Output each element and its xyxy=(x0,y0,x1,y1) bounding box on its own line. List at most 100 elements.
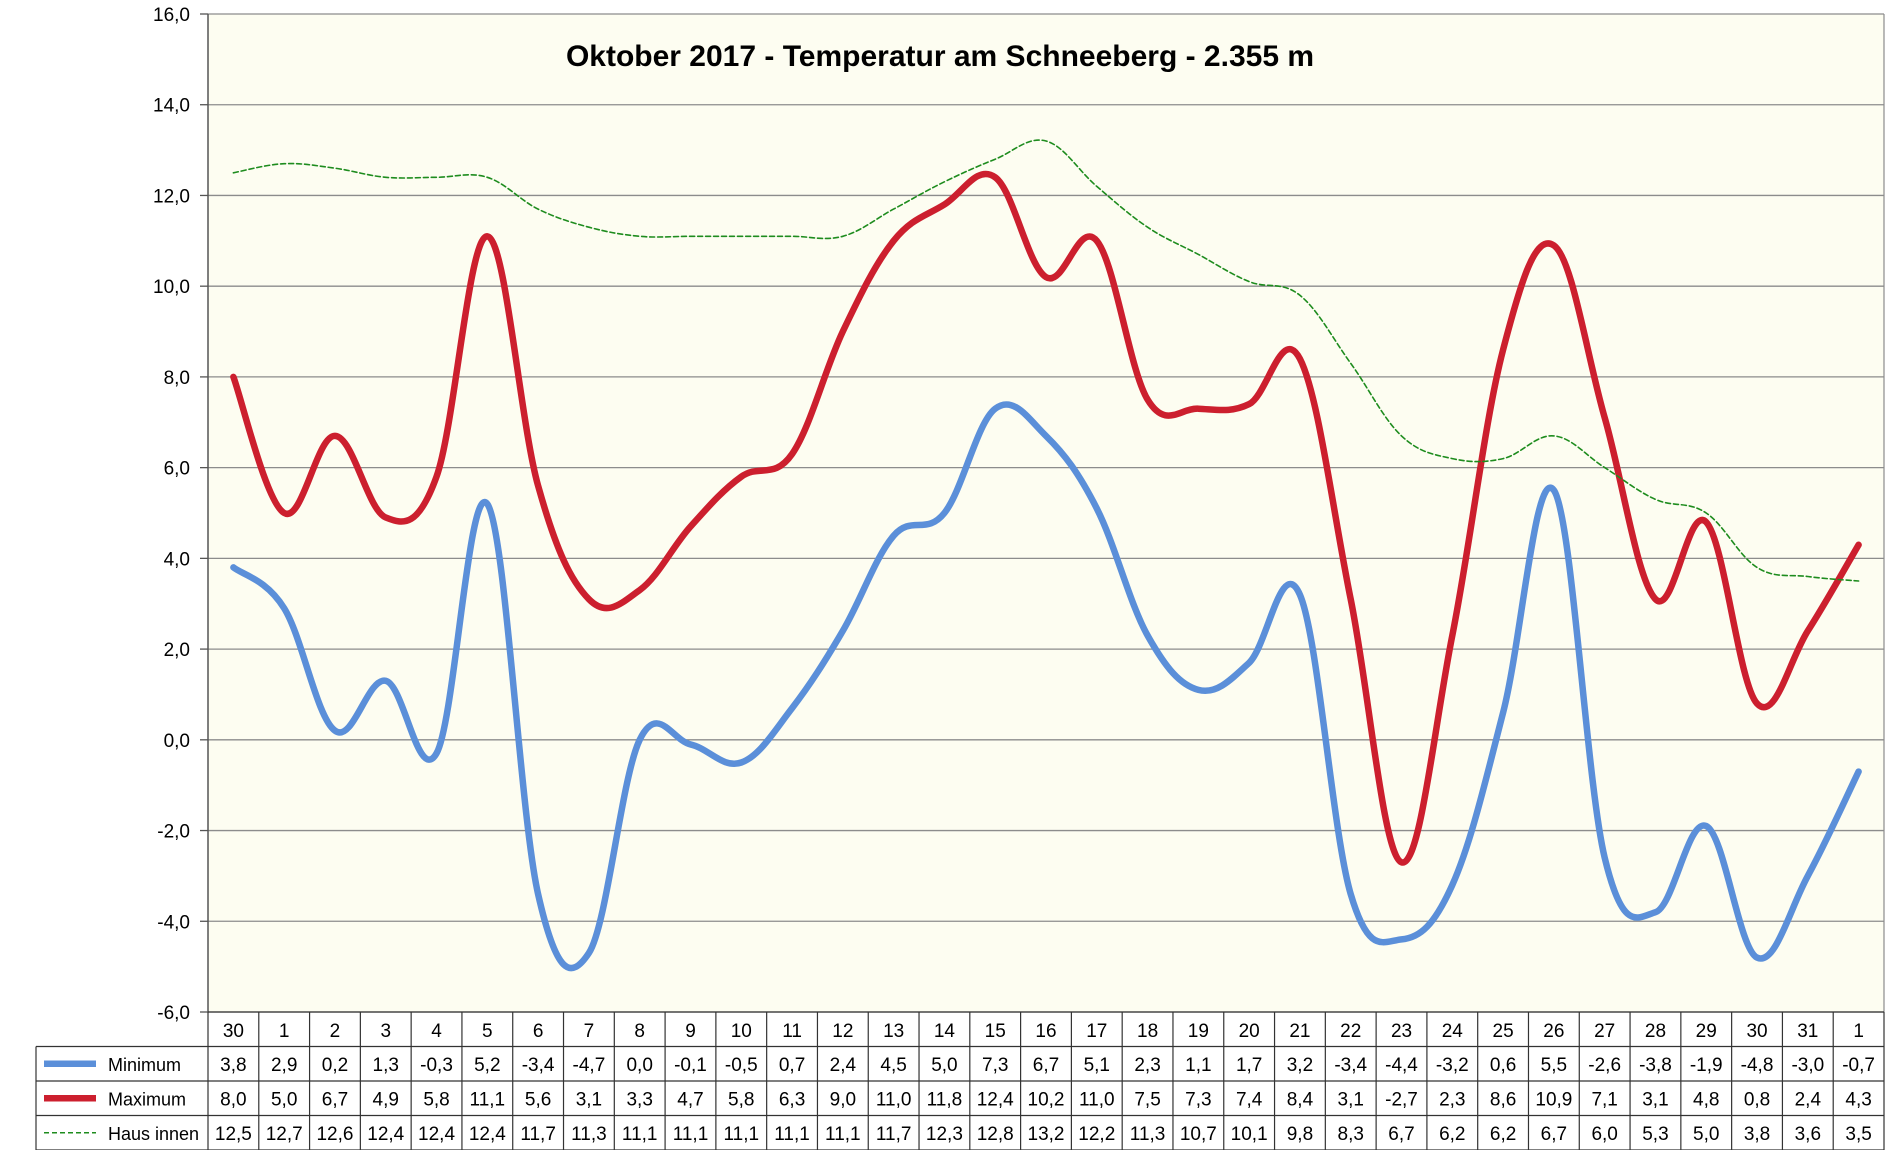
x-tick-label: 24 xyxy=(1442,1021,1464,1042)
data-label: 0,8 xyxy=(1744,1089,1770,1110)
data-label: 5,3 xyxy=(1642,1124,1668,1145)
data-label: 11,0 xyxy=(876,1089,912,1110)
data-label: 6,7 xyxy=(1541,1124,1567,1145)
data-label: -3,4 xyxy=(522,1055,555,1076)
data-label: 11,1 xyxy=(673,1124,709,1145)
data-label: 5,6 xyxy=(525,1089,551,1110)
data-label: 11,1 xyxy=(622,1124,658,1145)
x-tick-label: 21 xyxy=(1289,1021,1310,1042)
data-label: -3,0 xyxy=(1791,1055,1824,1076)
x-tick-label: 20 xyxy=(1239,1021,1260,1042)
data-label: 12,8 xyxy=(977,1124,1014,1145)
x-tick-label: 1 xyxy=(1853,1021,1864,1042)
data-label: 2,3 xyxy=(1134,1055,1160,1076)
data-label: 12,5 xyxy=(215,1124,252,1145)
legend-label-haus-innen: Haus innen xyxy=(108,1124,199,1144)
x-tick-label: 14 xyxy=(934,1021,956,1042)
data-label: 7,4 xyxy=(1236,1089,1263,1110)
x-tick-label: 26 xyxy=(1543,1021,1564,1042)
y-tick-label: 0,0 xyxy=(164,731,190,752)
data-label: -4,7 xyxy=(573,1055,606,1076)
x-tick-label: 6 xyxy=(533,1021,544,1042)
data-label: 11,3 xyxy=(571,1124,607,1145)
x-tick-label: 18 xyxy=(1137,1021,1158,1042)
data-label: 10,7 xyxy=(1180,1124,1217,1145)
data-label: 6,7 xyxy=(322,1089,348,1110)
data-label: 13,2 xyxy=(1028,1124,1065,1145)
data-label: 0,0 xyxy=(626,1055,652,1076)
data-label: 6,3 xyxy=(779,1089,805,1110)
series-lines xyxy=(230,139,1862,972)
y-tick-label: 4,0 xyxy=(164,549,190,570)
data-label: 3,8 xyxy=(1744,1124,1770,1145)
data-label: 5,5 xyxy=(1541,1055,1567,1076)
data-label: 3,1 xyxy=(1642,1089,1668,1110)
data-label: -0,7 xyxy=(1842,1055,1875,1076)
data-label: 11,1 xyxy=(774,1124,810,1145)
data-label: 7,1 xyxy=(1591,1089,1617,1110)
data-label: 12,2 xyxy=(1078,1124,1115,1145)
data-label: 4,7 xyxy=(677,1089,703,1110)
data-label: 2,4 xyxy=(1795,1089,1822,1110)
data-label: 8,3 xyxy=(1338,1124,1364,1145)
data-label: 7,3 xyxy=(1185,1089,1211,1110)
data-label: 3,1 xyxy=(1338,1089,1364,1110)
data-label: 6,7 xyxy=(1033,1055,1059,1076)
data-label: -4,8 xyxy=(1741,1055,1774,1076)
x-tick-label: 30 xyxy=(1746,1021,1767,1042)
x-tick-label: 10 xyxy=(731,1021,752,1042)
data-label: 7,3 xyxy=(982,1055,1008,1076)
chart-title: Oktober 2017 - Temperatur am Schneeberg … xyxy=(566,40,1314,73)
x-tick-label: 1 xyxy=(279,1021,290,1042)
grid-lines xyxy=(200,13,1885,1013)
data-label: 4,5 xyxy=(880,1055,906,1076)
series-line-haus-innen xyxy=(232,139,1860,582)
data-label: 6,2 xyxy=(1439,1124,1465,1145)
data-label: 2,3 xyxy=(1439,1089,1465,1110)
data-label: -0,5 xyxy=(725,1055,758,1076)
data-label: -2,7 xyxy=(1385,1089,1418,1110)
data-label: 3,1 xyxy=(576,1089,602,1110)
data-label: 5,0 xyxy=(271,1089,297,1110)
y-tick-label: -4,0 xyxy=(157,912,190,933)
data-label: -0,1 xyxy=(674,1055,707,1076)
x-tick-label: 2 xyxy=(330,1021,341,1042)
x-tick-label: 9 xyxy=(685,1021,696,1042)
x-tick-label: 15 xyxy=(985,1021,1006,1042)
plot-area xyxy=(208,14,1884,1012)
x-tick-label: 19 xyxy=(1188,1021,1209,1042)
data-label: 9,0 xyxy=(830,1089,856,1110)
data-label: 12,6 xyxy=(316,1124,353,1145)
data-label: 3,8 xyxy=(220,1055,246,1076)
data-label: 8,0 xyxy=(220,1089,246,1110)
x-tick-label: 12 xyxy=(832,1021,853,1042)
data-label: 12,4 xyxy=(367,1124,404,1145)
y-tick-label: 2,0 xyxy=(164,640,190,661)
x-tick-label: 16 xyxy=(1035,1021,1056,1042)
data-label: 2,9 xyxy=(271,1055,297,1076)
data-label: 1,3 xyxy=(373,1055,399,1076)
data-label: 0,6 xyxy=(1490,1055,1516,1076)
y-axis-ticks: -6,0 -4,0 -2,0 0,0 2,0 4,0 6,0 8,0 10,0 12,0 14,0 1… xyxy=(153,5,190,1024)
data-label: 4,8 xyxy=(1693,1089,1719,1110)
series-line-minimum xyxy=(230,401,1862,972)
y-tick-label: 10,0 xyxy=(153,277,190,298)
data-label: 8,4 xyxy=(1287,1089,1314,1110)
data-label: 3,2 xyxy=(1287,1055,1313,1076)
legend-label-minimum: Minimum xyxy=(108,1055,181,1075)
series-line-maximum xyxy=(230,170,1862,866)
data-label: 0,7 xyxy=(779,1055,805,1076)
data-label: 5,8 xyxy=(423,1089,449,1110)
data-label: 12,3 xyxy=(926,1124,963,1145)
x-tick-label: 4 xyxy=(431,1021,442,1042)
data-label: 11,1 xyxy=(723,1124,759,1145)
data-label: 10,1 xyxy=(1231,1124,1268,1145)
data-label: -2,6 xyxy=(1588,1055,1621,1076)
x-tick-label: 11 xyxy=(782,1021,802,1042)
data-table: 30 1 2 3 4 5 6 7 8 9 10 11 12 13 14 15 16 17 18 19 20 21 22 23 2… xyxy=(35,1011,1885,1151)
x-tick-label: 28 xyxy=(1645,1021,1666,1042)
data-label: 11,7 xyxy=(876,1124,912,1145)
data-label: 8,6 xyxy=(1490,1089,1516,1110)
